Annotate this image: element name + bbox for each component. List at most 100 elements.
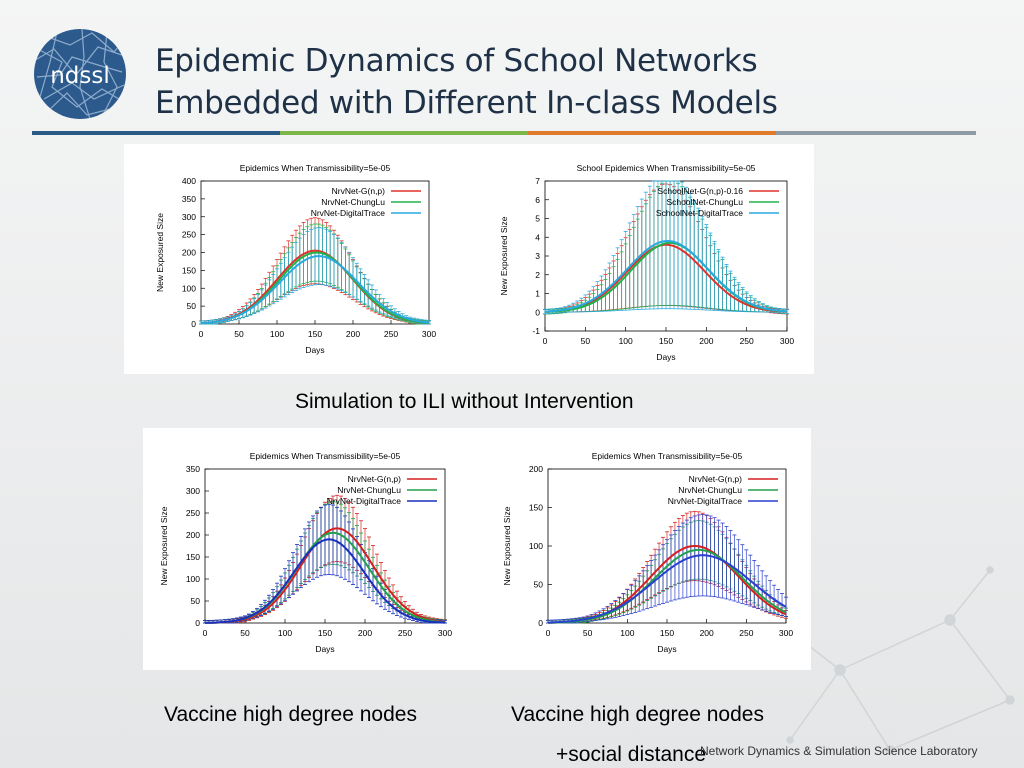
x-tick-label: 100 bbox=[619, 336, 633, 346]
y-axis-label: New Exposured Size bbox=[502, 506, 512, 585]
chart-schoolnet-no-intervention: School Epidemics When Transmissibility=5… bbox=[499, 163, 794, 362]
legend-label: NrvNet-ChungLu bbox=[337, 485, 401, 495]
y-tick-label: 100 bbox=[186, 574, 200, 584]
chart-vaccine-social-distance: Epidemics When Transmissibility=5e-05 0 50… bbox=[502, 451, 793, 654]
y-tick-label: 7 bbox=[535, 176, 540, 186]
rule-segment-orange bbox=[528, 131, 776, 135]
legend-label: NrvNet-G(n,p) bbox=[348, 474, 402, 484]
y-tick-label: 200 bbox=[529, 464, 543, 474]
x-tick-label: 150 bbox=[318, 628, 332, 638]
series-line-2 bbox=[205, 538, 445, 624]
x-tick-label: 300 bbox=[779, 628, 793, 638]
chart-title: Epidemics When Transmissibility=5e-05 bbox=[250, 451, 401, 461]
caption-vaccine-high-degree: Vaccine high degree nodes bbox=[164, 703, 417, 726]
x-tick-label: 250 bbox=[398, 628, 412, 638]
chart-title: School Epidemics When Transmissibility=5… bbox=[577, 163, 756, 173]
series-line-2 bbox=[200, 255, 430, 325]
chart-title: Epidemics When Transmissibility=5e-05 bbox=[592, 451, 743, 461]
x-tick-label: 50 bbox=[581, 336, 591, 346]
x-tick-label: 50 bbox=[240, 628, 250, 638]
y-tick-label: 100 bbox=[529, 541, 543, 551]
series-line-0 bbox=[545, 243, 787, 313]
x-axis-label: Days bbox=[656, 352, 675, 362]
y-tick-label: 250 bbox=[186, 508, 200, 518]
x-tick-label: 200 bbox=[346, 329, 360, 339]
x-tick-label: 100 bbox=[620, 628, 634, 638]
x-tick-label: 100 bbox=[270, 329, 284, 339]
rule-segment-green bbox=[280, 131, 528, 135]
title-underline-rule bbox=[32, 131, 976, 135]
x-tick-label: 250 bbox=[384, 329, 398, 339]
title-line-1: Epidemic Dynamics of School Networks bbox=[155, 43, 758, 79]
x-tick-label: 150 bbox=[659, 336, 673, 346]
series-group bbox=[203, 494, 447, 624]
x-tick-label: 50 bbox=[583, 628, 593, 638]
legend-label: NrvNet-G(n,p) bbox=[689, 474, 743, 484]
legend-label: NrvNet-DigitalTrace bbox=[668, 496, 743, 506]
x-tick-label: 0 bbox=[543, 336, 548, 346]
logo-wordmark: ndssl bbox=[50, 63, 110, 89]
chart-vaccine-high-degree: Epidemics When Transmissibility=5e-05 0 50… bbox=[159, 451, 452, 654]
legend-label: SchoolNet-DigitalTrace bbox=[656, 208, 743, 218]
y-tick-label: 5 bbox=[535, 214, 540, 224]
series-group bbox=[543, 180, 789, 315]
x-tick-label: 200 bbox=[700, 628, 714, 638]
x-axis-label: Days bbox=[315, 644, 334, 654]
legend-label: NrvNet-ChungLu bbox=[321, 197, 385, 207]
legend-label: NrvNet-DigitalTrace bbox=[327, 496, 402, 506]
x-tick-label: 200 bbox=[358, 628, 372, 638]
x-axis-label: Days bbox=[305, 345, 324, 355]
y-tick-label: 100 bbox=[182, 283, 196, 293]
y-tick-label: 50 bbox=[191, 596, 201, 606]
y-tick-label: 0 bbox=[191, 319, 196, 329]
x-tick-label: 0 bbox=[203, 628, 208, 638]
y-tick-label: 6 bbox=[535, 195, 540, 205]
y-tick-label: 400 bbox=[182, 176, 196, 186]
slide-title: Epidemic Dynamics of School Networks Emb… bbox=[155, 40, 975, 124]
y-tick-label: 250 bbox=[182, 230, 196, 240]
y-tick-label: -1 bbox=[532, 326, 540, 336]
legend-label: SchoolNet-G(n,p)-0.16 bbox=[657, 186, 743, 196]
x-tick-label: 0 bbox=[546, 628, 551, 638]
y-tick-label: 1 bbox=[535, 289, 540, 299]
rule-segment-blue bbox=[32, 131, 280, 135]
chart-nrvnet-no-intervention: Epidemics When Transmissibility=5e-05 0 50… bbox=[155, 163, 436, 355]
y-tick-label: 200 bbox=[182, 248, 196, 258]
y-tick-label: 150 bbox=[186, 552, 200, 562]
y-tick-label: 350 bbox=[186, 464, 200, 474]
y-tick-label: 300 bbox=[186, 486, 200, 496]
y-tick-label: 2 bbox=[535, 270, 540, 280]
y-tick-label: 50 bbox=[187, 301, 197, 311]
y-tick-label: 0 bbox=[195, 618, 200, 628]
legend-label: SchoolNet-ChungLu bbox=[666, 197, 743, 207]
y-tick-label: 0 bbox=[538, 618, 543, 628]
x-tick-label: 300 bbox=[422, 329, 436, 339]
caption-vaccine-social-distance-line1: Vaccine high degree nodes bbox=[511, 703, 764, 726]
caption-vaccine-social-distance-line2: +social distance bbox=[556, 743, 707, 766]
x-tick-label: 50 bbox=[234, 329, 244, 339]
x-tick-label: 250 bbox=[739, 628, 753, 638]
series-group bbox=[546, 510, 788, 624]
legend-label: NrvNet-G(n,p) bbox=[332, 186, 386, 196]
x-axis-label: Days bbox=[657, 644, 676, 654]
title-line-2: Embedded with Different In-class Models bbox=[155, 85, 778, 121]
y-tick-label: 3 bbox=[535, 251, 540, 261]
y-axis-label: New Exposured Size bbox=[155, 213, 165, 292]
chart-panel-top: Epidemics When Transmissibility=5e-05 0 50… bbox=[124, 144, 814, 374]
y-tick-label: 150 bbox=[182, 265, 196, 275]
ndssl-logo: ndssl bbox=[32, 27, 128, 121]
y-tick-label: 50 bbox=[534, 580, 544, 590]
chart-title: Epidemics When Transmissibility=5e-05 bbox=[240, 163, 391, 173]
x-tick-label: 300 bbox=[780, 336, 794, 346]
y-axis-label: New Exposured Size bbox=[159, 506, 169, 585]
caption-no-intervention: Simulation to ILI without Intervention bbox=[295, 390, 634, 413]
rule-segment-gray bbox=[776, 131, 976, 135]
y-tick-label: 200 bbox=[186, 530, 200, 540]
series-line-2 bbox=[545, 239, 788, 313]
x-tick-label: 150 bbox=[660, 628, 674, 638]
footer-lab-name: Network Dynamics & Simulation Science La… bbox=[700, 744, 978, 758]
legend-label: NrvNet-ChungLu bbox=[678, 485, 742, 495]
y-tick-label: 4 bbox=[535, 232, 540, 242]
series-line-2 bbox=[548, 554, 787, 624]
x-tick-label: 200 bbox=[699, 336, 713, 346]
